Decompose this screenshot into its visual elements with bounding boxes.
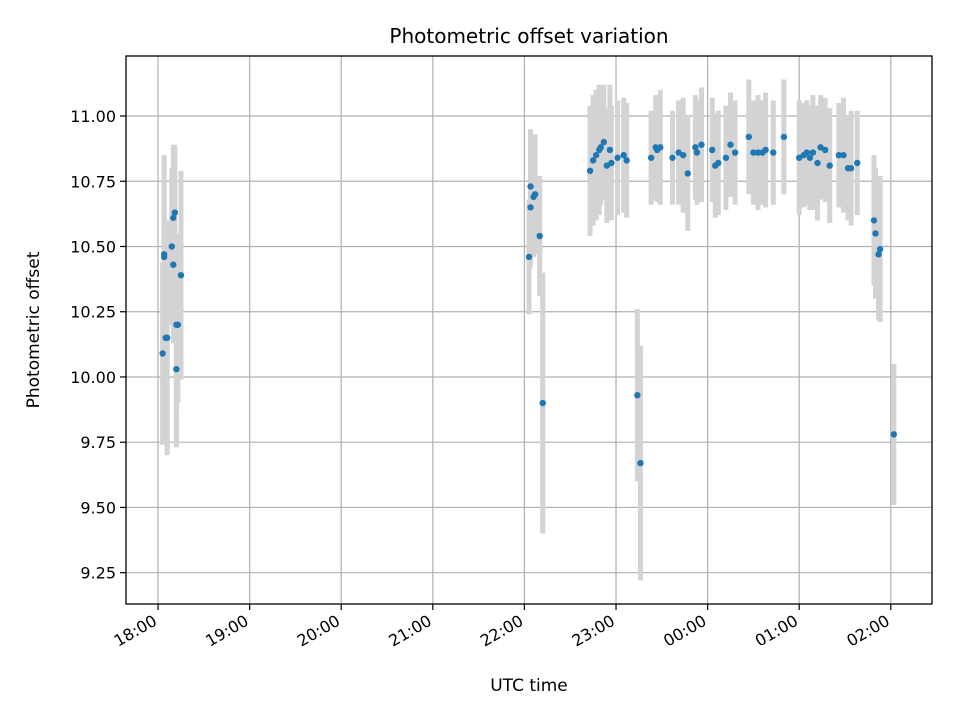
data-point: [170, 214, 177, 221]
data-point: [164, 334, 171, 342]
data-point: [608, 159, 615, 167]
data-point: [821, 146, 829, 154]
data-point: [876, 245, 884, 253]
data-point: [160, 251, 168, 258]
data-point: [754, 149, 762, 156]
data-point: [623, 157, 630, 164]
y-tick-label: 10.00: [70, 368, 116, 387]
data-point: [527, 183, 534, 190]
data-point: [684, 170, 691, 177]
x-axis-title: UTC time: [490, 676, 568, 696]
plot-frame: [125, 55, 933, 605]
y-tick-label: 9.50: [80, 498, 116, 517]
data-point: [171, 209, 179, 216]
data-point: [722, 154, 730, 161]
data-point: [170, 261, 177, 268]
y-tick-label: 9.75: [80, 433, 116, 452]
data-point: [762, 146, 769, 154]
data-point: [177, 272, 185, 279]
data-point: [708, 146, 716, 154]
y-axis-ticks: 9.25 9.50 9.75 10.00 10.25 10.50 10.75 11.00: [70, 107, 126, 583]
data-point: [872, 230, 879, 237]
data-point: [727, 141, 734, 148]
data-point: [875, 251, 882, 258]
data-point: [692, 144, 699, 151]
y-tick-label: 10.75: [70, 172, 116, 191]
y-tick-label: 10.25: [70, 303, 116, 322]
data-point: [536, 232, 543, 240]
data-point: [715, 159, 722, 167]
data-point: [679, 151, 687, 159]
data-point: [847, 165, 855, 172]
data-point: [531, 191, 539, 198]
data-point: [806, 154, 814, 161]
data-point: [693, 149, 701, 156]
data-point: [173, 365, 180, 373]
y-axis-title: Photometric offset: [24, 251, 44, 408]
data-point: [589, 157, 597, 164]
data-point: [539, 399, 546, 407]
data-point: [647, 154, 655, 161]
data-point: [620, 151, 627, 159]
data-point: [745, 133, 753, 141]
data-point: [870, 217, 878, 224]
data-point: [826, 162, 833, 169]
data-points: [159, 133, 898, 467]
y-tick-label: 10.50: [70, 237, 116, 256]
data-point: [159, 350, 166, 357]
data-point: [669, 154, 676, 161]
data-point: [657, 144, 664, 151]
data-point: [527, 204, 534, 211]
data-point: [592, 151, 600, 159]
data-point: [698, 141, 705, 148]
data-point: [634, 392, 641, 399]
data-point: [597, 144, 604, 151]
data-point: [835, 151, 843, 159]
data-point: [770, 149, 777, 156]
data-point: [814, 159, 821, 167]
data-point: [168, 243, 175, 250]
y-tick-label: 11.00: [70, 107, 116, 126]
data-point: [586, 167, 594, 175]
y-tick-label: 9.25: [80, 564, 116, 583]
data-point: [750, 149, 757, 156]
data-point: [174, 321, 182, 328]
chart-title: Photometric offset variation: [389, 24, 668, 48]
data-point: [614, 154, 621, 161]
data-point: [803, 149, 811, 156]
data-point: [780, 133, 788, 141]
data-point: [600, 138, 607, 146]
data-point: [731, 149, 739, 156]
data-point: [840, 151, 847, 159]
data-point: [854, 159, 861, 167]
data-point: [809, 149, 817, 156]
data-point: [637, 459, 644, 467]
data-point: [606, 146, 614, 154]
data-point: [525, 253, 533, 261]
data-point: [890, 431, 898, 438]
